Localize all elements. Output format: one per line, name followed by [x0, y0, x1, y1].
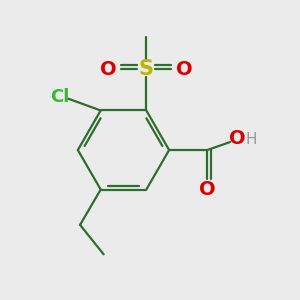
Text: O: O [229, 129, 245, 148]
Text: O: O [199, 180, 216, 199]
Text: O: O [100, 60, 117, 79]
Text: S: S [139, 59, 154, 79]
Text: H: H [246, 132, 257, 147]
Text: O: O [176, 60, 192, 79]
Text: Cl: Cl [50, 88, 69, 106]
